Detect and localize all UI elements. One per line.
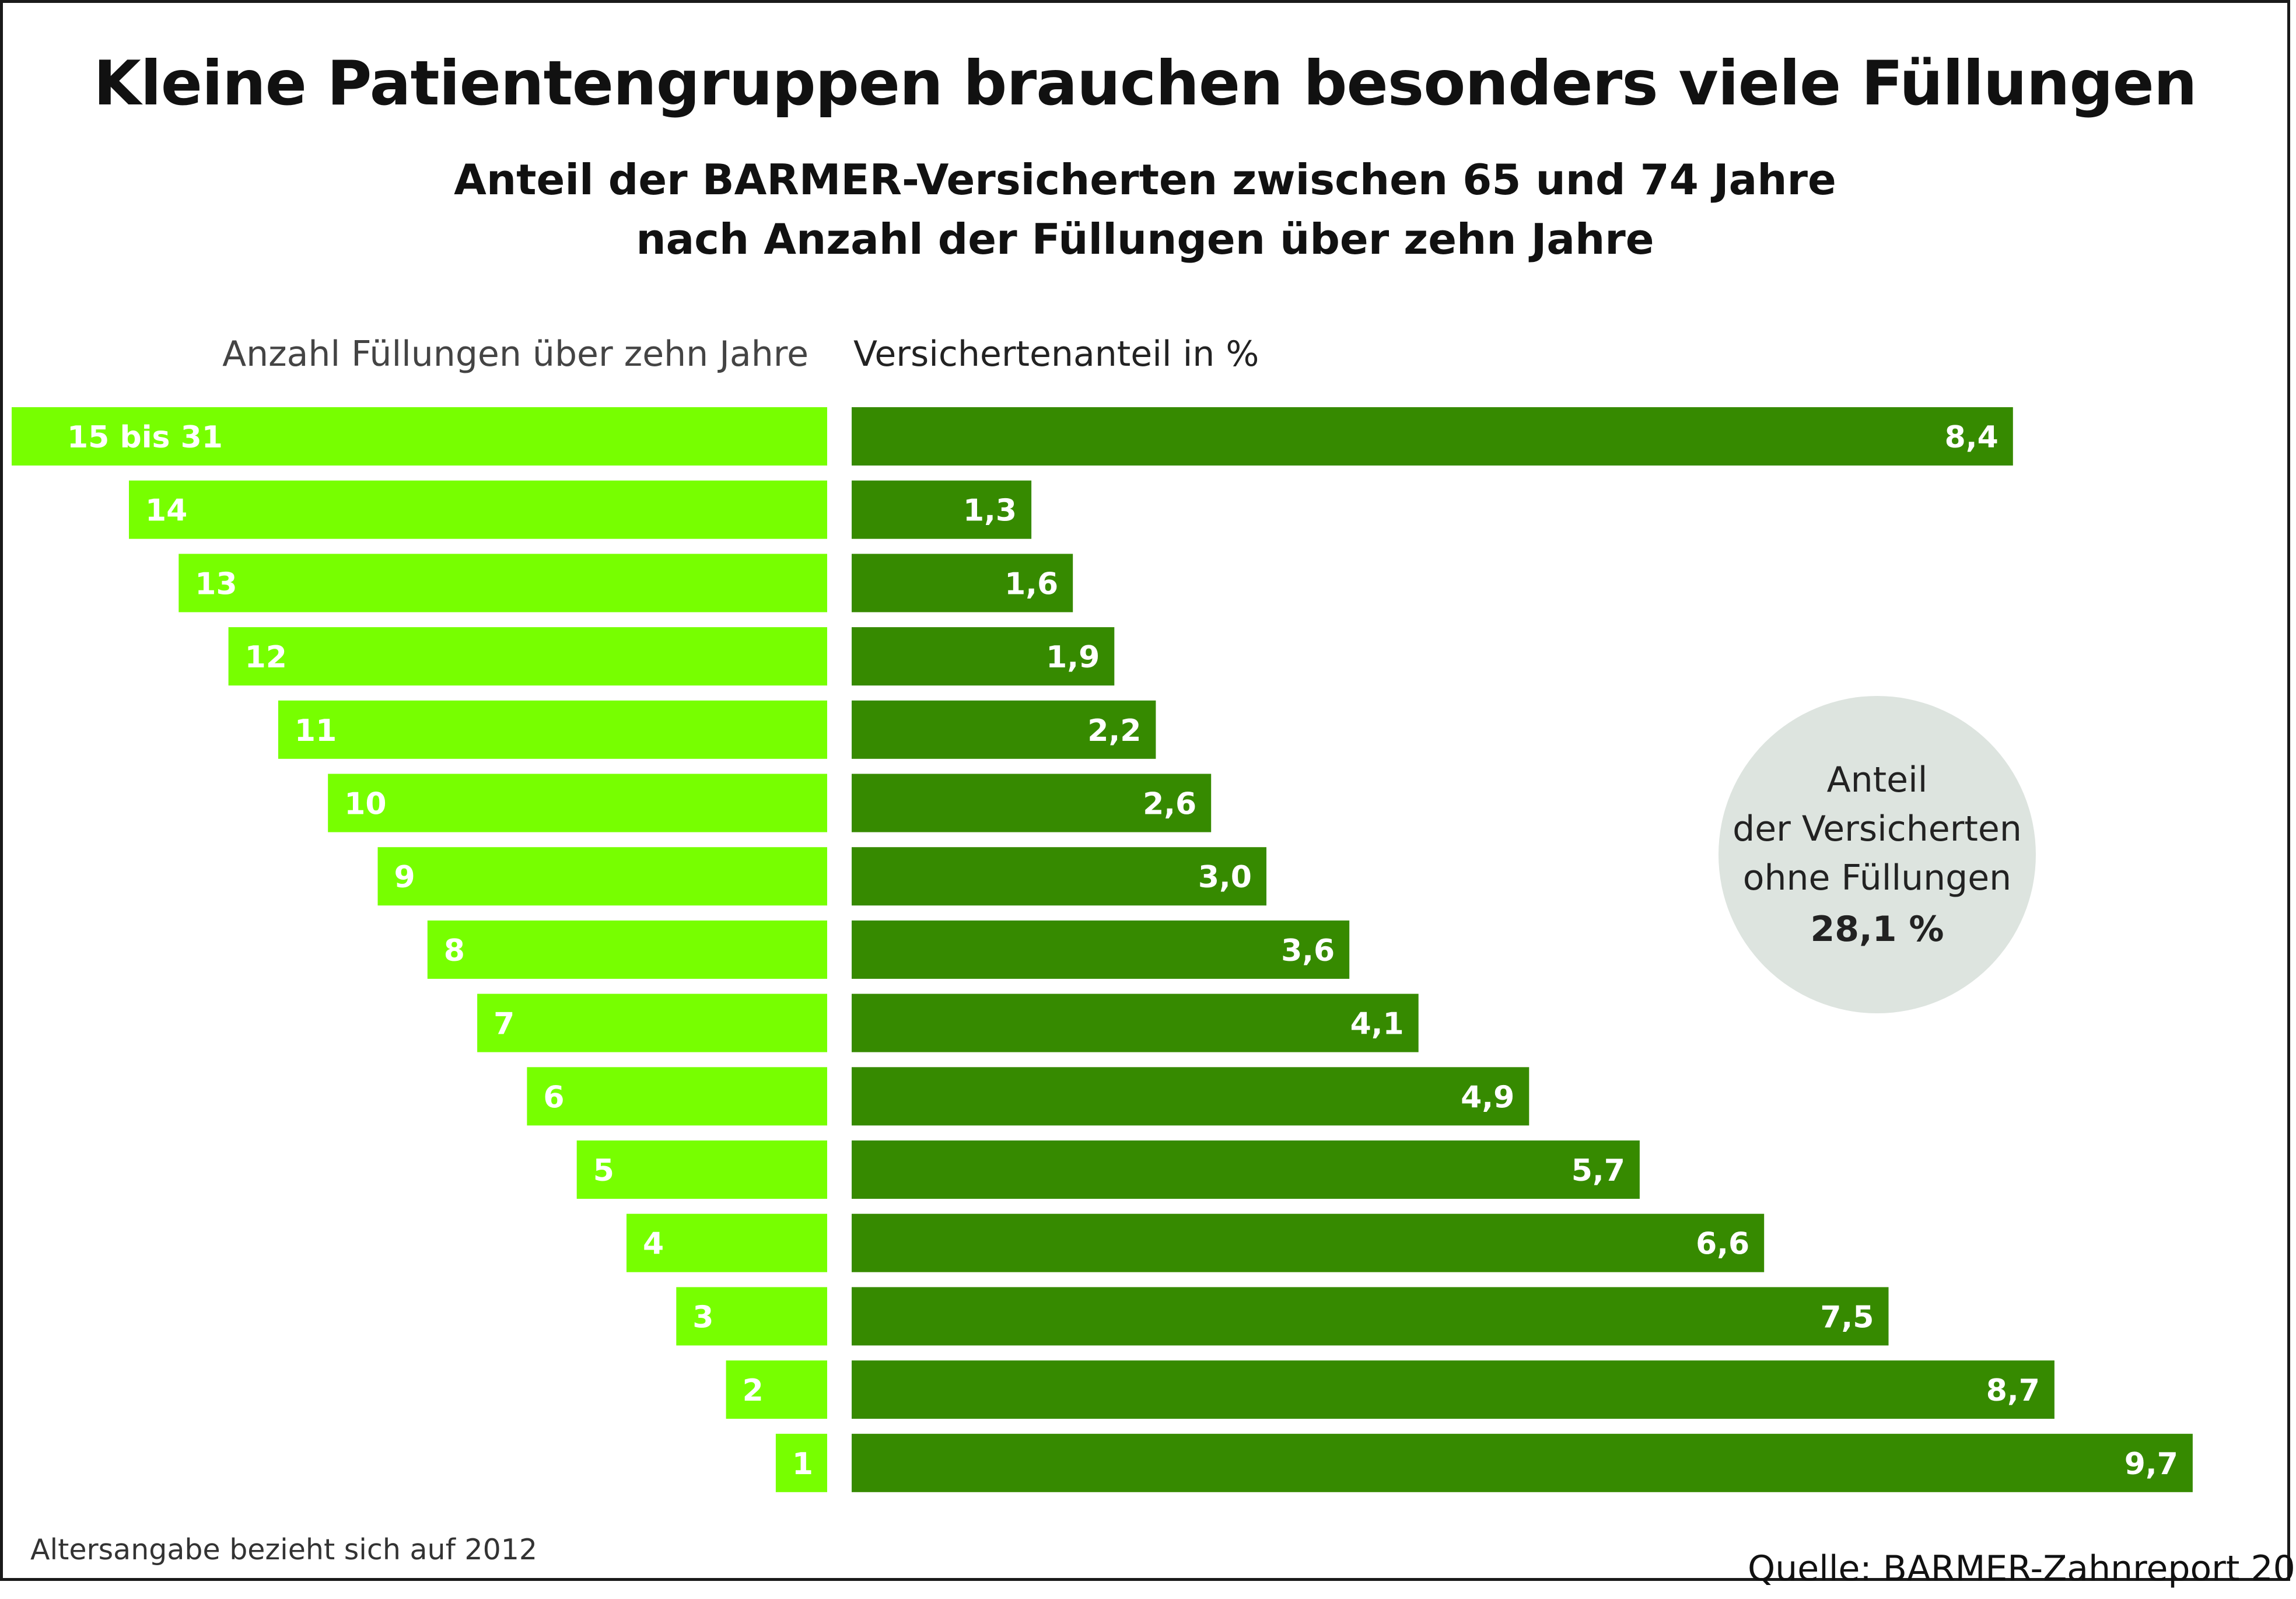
category-bar [676,1287,827,1346]
category-label: 14 [145,494,187,529]
category-label: 4 [643,1227,664,1262]
category-label: 13 [195,566,237,601]
bubble-line2: der Versicherten [1732,809,2022,849]
value-label: 5,7 [1572,1153,1625,1188]
category-bar [775,1433,827,1492]
category-bar [576,1140,827,1199]
value-label: 1,6 [1005,566,1058,601]
no-fillings-bubble: Anteil der Versicherten ohne Füllungen 2… [1718,696,2036,1013]
category-label: 6 [543,1080,564,1115]
category-label: 11 [295,713,337,748]
category-bar [129,480,827,539]
footnote: Altersangabe bezieht sich auf 2012 [30,1533,538,1566]
value-label: 3,6 [1281,933,1335,968]
category-label: 10 [344,787,386,822]
category-bar [228,627,828,686]
value-bar [852,993,1419,1052]
value-label: 2,6 [1143,787,1196,822]
value-bar [852,1360,2054,1419]
value-bar [852,1287,1889,1346]
bubble-value: 28,1 % [1810,909,1944,950]
category-bar [178,554,827,613]
value-bar [852,1140,1640,1199]
value-label: 4,9 [1461,1080,1514,1115]
value-bar [852,627,1115,686]
value-bar [852,554,1073,613]
category-label: 9 [394,860,415,895]
value-label: 4,1 [1350,1007,1404,1042]
value-label: 2,2 [1087,713,1141,748]
value-label: 1,3 [963,494,1017,529]
category-label: 7 [494,1007,514,1042]
category-label: 3 [692,1300,713,1335]
value-bar [852,1433,2193,1492]
category-label: 5 [593,1153,614,1188]
value-bar [852,480,1032,539]
value-label: 8,7 [1986,1373,2040,1408]
category-label: 8 [444,933,465,968]
value-label: 8,4 [1945,420,1999,455]
category-bar [726,1360,827,1419]
chart-title: Kleine Patientengruppen brauchen besonde… [93,48,2197,119]
bubble-line3: ohne Füllungen [1742,858,2012,898]
value-bar [852,1067,1530,1126]
category-bar [477,993,827,1052]
category-bar [278,700,827,759]
value-label: 7,5 [1820,1300,1874,1335]
value-bar [852,407,2013,466]
value-bar [852,1213,1765,1272]
bubble-line1: Anteil [1826,760,1928,800]
source-note: Quelle: BARMER-Zahnreport 2023 [1748,1548,2296,1589]
category-bar [626,1213,827,1272]
value-axis-label: Versichertenanteil in % [853,334,1259,375]
category-bar [12,407,827,466]
category-bar [328,774,827,832]
category-bar [527,1067,827,1126]
value-label: 6,6 [1696,1227,1749,1262]
value-bar [852,847,1266,906]
value-bar [852,700,1156,759]
category-axis-label: Anzahl Füllungen über zehn Jahre [222,334,808,375]
category-bar [377,847,827,906]
value-bar [852,920,1350,979]
value-bar [852,774,1212,832]
category-label: 1 [792,1447,813,1482]
chart-subtitle-line2: nach Anzahl der Füllungen über zehn Jahr… [636,215,1654,264]
value-label: 1,9 [1046,640,1100,675]
chart-subtitle-line1: Anteil der BARMER-Versicherten zwischen … [454,155,1836,204]
value-label: 9,7 [2124,1447,2178,1482]
category-bar [427,920,827,979]
value-label: 3,0 [1198,860,1252,895]
category-label: 2 [743,1373,764,1408]
category-label: 12 [245,640,287,675]
category-label: 15 bis 31 [67,420,223,455]
